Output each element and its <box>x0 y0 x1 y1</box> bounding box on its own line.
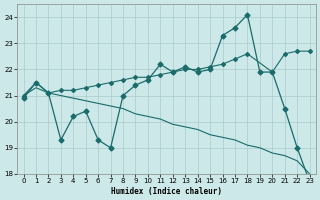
X-axis label: Humidex (Indice chaleur): Humidex (Indice chaleur) <box>111 187 222 196</box>
